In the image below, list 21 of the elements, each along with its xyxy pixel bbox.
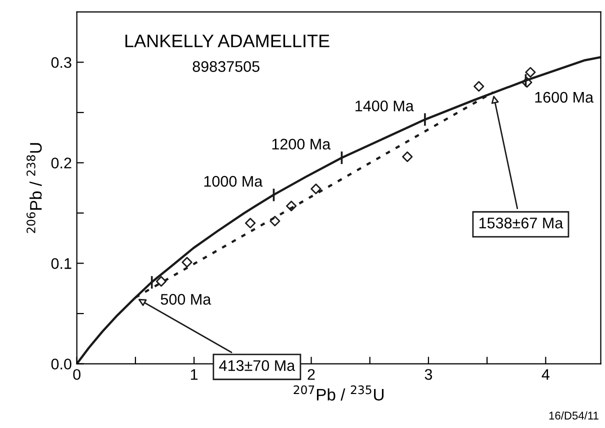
annotation: 1000 Ma: [204, 176, 263, 187]
x-tick-label: 1: [190, 369, 198, 380]
y-tick-label: 0.0: [51, 358, 72, 370]
x-tick-label: 2: [308, 369, 315, 380]
annotation: 1538±67 Ma: [479, 218, 564, 228]
text: 89837505: [192, 61, 260, 72]
x-axis-title: $^{207}$Pb / $^{235}$U: [294, 385, 384, 401]
x-tick-label: 4: [542, 369, 550, 380]
text: LANKELLY ADAMELLITE: [125, 34, 330, 48]
y-tick-label: 0.2: [51, 158, 72, 168]
y-tick-label: 0.3: [51, 57, 72, 68]
annotation: 413±70 Ma: [219, 360, 296, 372]
text: 16/D54/11: [549, 411, 598, 420]
annotation: 1400 Ma: [356, 100, 414, 112]
y-axis-title: $^{206}$Pb / $^{238}$U: [26, 143, 42, 233]
y-tick-label: 0.1: [51, 258, 72, 269]
annotation: 1200 Ma: [272, 138, 331, 150]
x-tick-label: 0: [73, 369, 80, 380]
x-tick-label: 3: [424, 369, 432, 380]
annotation: 1600 Ma: [535, 92, 594, 103]
annotation: 500 Ma: [160, 294, 212, 305]
